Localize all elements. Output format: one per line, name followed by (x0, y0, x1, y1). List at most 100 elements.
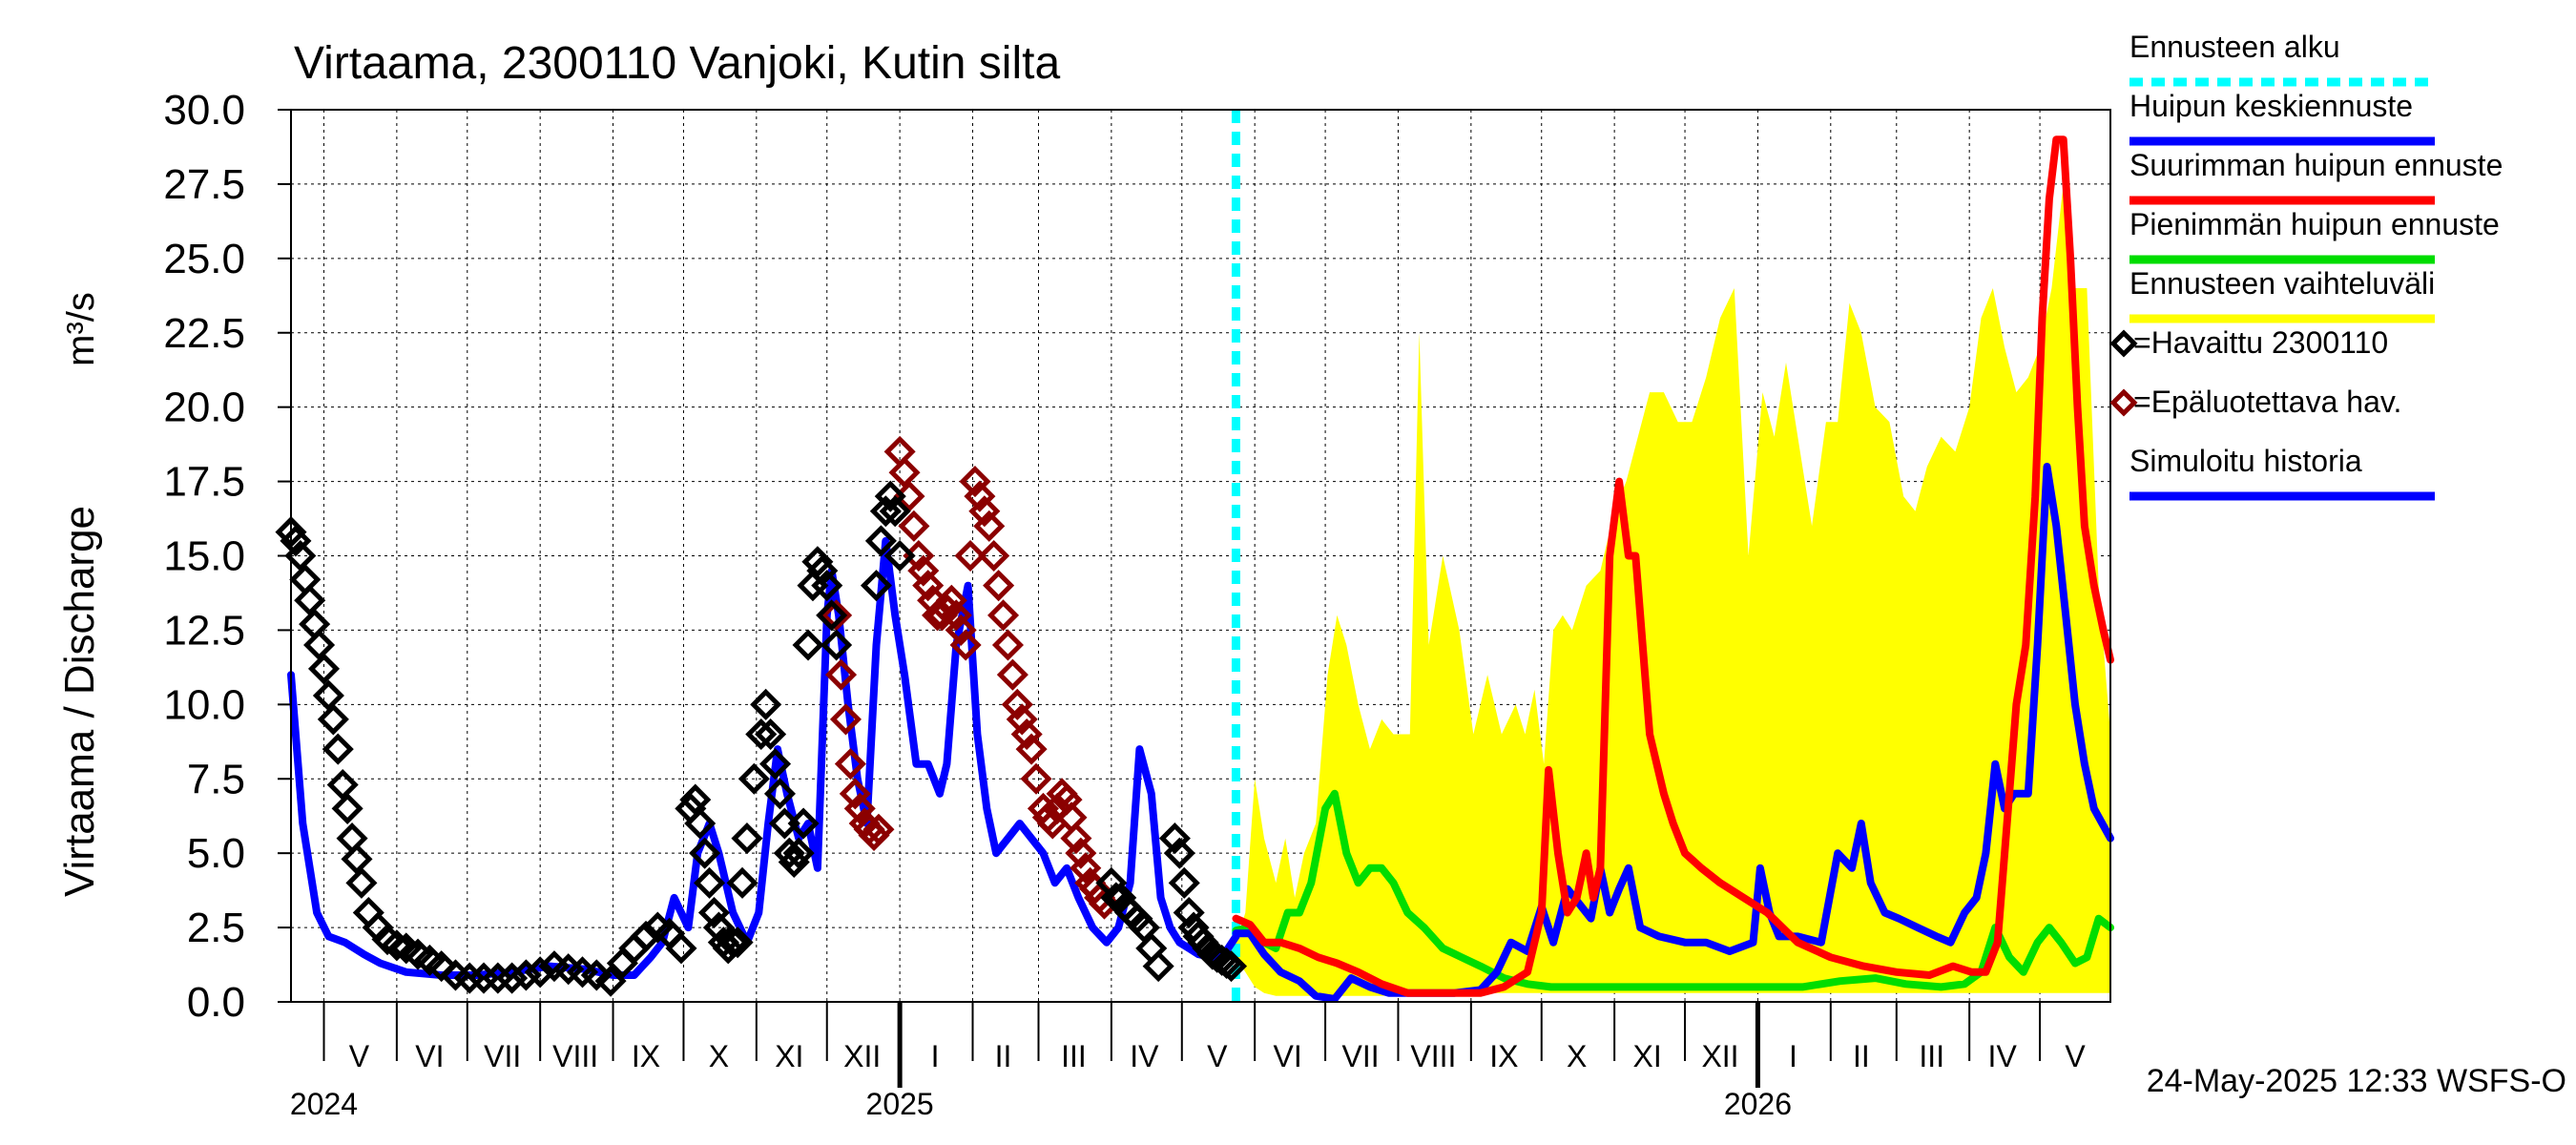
legend: Ennusteen alku Huipun keskiennuste Suurimm… (2109, 30, 2503, 501)
data-point (834, 748, 866, 781)
chart-title: Virtaama, 2300110 Vanjoki, Kutin silta (294, 38, 1060, 89)
data-point (912, 570, 945, 602)
data-point (773, 837, 805, 869)
data-point (702, 911, 735, 944)
y-tick-label: 17.5 (163, 459, 245, 506)
data-point (689, 837, 721, 869)
data-point (307, 653, 341, 685)
data-point (787, 807, 820, 840)
x-month-label: XI (1633, 1039, 1662, 1073)
y-tick-label: 5.0 (187, 830, 245, 877)
data-point (864, 525, 897, 557)
data-point (326, 768, 359, 802)
x-month-label: X (709, 1039, 729, 1073)
data-point (806, 554, 839, 587)
data-point (345, 866, 378, 899)
data-point (1215, 950, 1248, 983)
data-point (294, 584, 326, 616)
y-tick-label: 20.0 (163, 385, 245, 431)
x-month-label: VIII (1410, 1039, 1456, 1073)
data-point (524, 956, 556, 989)
data-point (862, 813, 895, 845)
data-point (782, 837, 815, 869)
data-point (580, 959, 613, 991)
y-tick-label: 22.5 (163, 310, 245, 357)
data-point (665, 932, 697, 965)
data-point (299, 608, 331, 640)
x-month-label: VII (484, 1039, 521, 1073)
data-point (949, 629, 982, 661)
data-point (726, 866, 758, 899)
legend-label: Simuloitu historia (2129, 444, 2362, 478)
data-point (717, 926, 749, 959)
data-point (954, 539, 987, 572)
data-point (280, 525, 312, 557)
data-point (630, 920, 662, 952)
legend-label: Suurimman huipun ennuste (2129, 148, 2503, 182)
data-point (987, 599, 1020, 632)
data-point (978, 539, 1010, 572)
series-observed (275, 480, 1248, 997)
data-point (1158, 822, 1191, 855)
data-point (964, 480, 996, 512)
y-axis-unit: m³/s (60, 292, 102, 366)
data-point (381, 929, 413, 962)
data-point (750, 688, 782, 720)
plot-area (275, 109, 2114, 1003)
data-point (336, 822, 368, 855)
data-point (1015, 733, 1048, 765)
data-point (801, 546, 834, 578)
data-point (1001, 688, 1033, 720)
x-month-label: III (1061, 1039, 1087, 1073)
x-month-label: I (1789, 1039, 1797, 1073)
data-point (1168, 866, 1200, 899)
x-month-label: I (931, 1039, 940, 1073)
x-month-label: XII (843, 1039, 881, 1073)
data-point (1020, 762, 1052, 795)
data-point (289, 563, 322, 595)
data-point (1010, 718, 1043, 751)
y-tick-label: 7.5 (187, 756, 245, 802)
y-tick-label: 2.5 (187, 905, 245, 951)
data-point (973, 510, 1006, 542)
data-point (509, 959, 542, 991)
data-point (1065, 837, 1097, 869)
data-point (816, 599, 848, 632)
x-month-label: IV (1130, 1039, 1159, 1073)
x-month-label: IV (1988, 1039, 2018, 1073)
data-point (303, 629, 336, 661)
axes: 0.0 2.5 5.0 7.5 10.0 12.5 15.0 17.5 20.0 22.5 25.0… (163, 87, 2111, 1121)
data-point (821, 629, 853, 661)
legend-label: =Havaittu 2300110 (2133, 325, 2388, 360)
data-point (935, 584, 967, 616)
x-month-label: VIII (552, 1039, 598, 1073)
series-unreliable-observed (821, 435, 1121, 920)
data-point (763, 778, 797, 810)
legend-marker (2109, 329, 2138, 358)
x-month-label: III (1919, 1039, 1944, 1073)
data-point (312, 679, 344, 712)
data-point (694, 866, 726, 899)
data-point (843, 792, 876, 824)
data-point (991, 629, 1025, 661)
data-point (737, 762, 770, 795)
data-point (792, 629, 824, 661)
series-line-simuloitu-historia (287, 536, 1240, 979)
x-month-label: II (1853, 1039, 1870, 1073)
x-month-label: V (349, 1039, 370, 1073)
data-point (684, 807, 717, 840)
data-point (1006, 703, 1038, 736)
x-month-label: V (2065, 1039, 2086, 1073)
legend-label: Pienimmän huipun ennuste (2129, 207, 2500, 241)
data-point (745, 718, 778, 751)
data-point (883, 539, 916, 572)
data-point (755, 718, 787, 751)
data-point (1173, 896, 1205, 929)
x-year-label: 2024 (290, 1087, 358, 1121)
x-month-label: X (1567, 1039, 1587, 1073)
data-point (888, 456, 921, 489)
data-point (759, 748, 792, 781)
data-point (697, 896, 731, 929)
legend-label: =Epäluotettava hav. (2133, 385, 2401, 419)
